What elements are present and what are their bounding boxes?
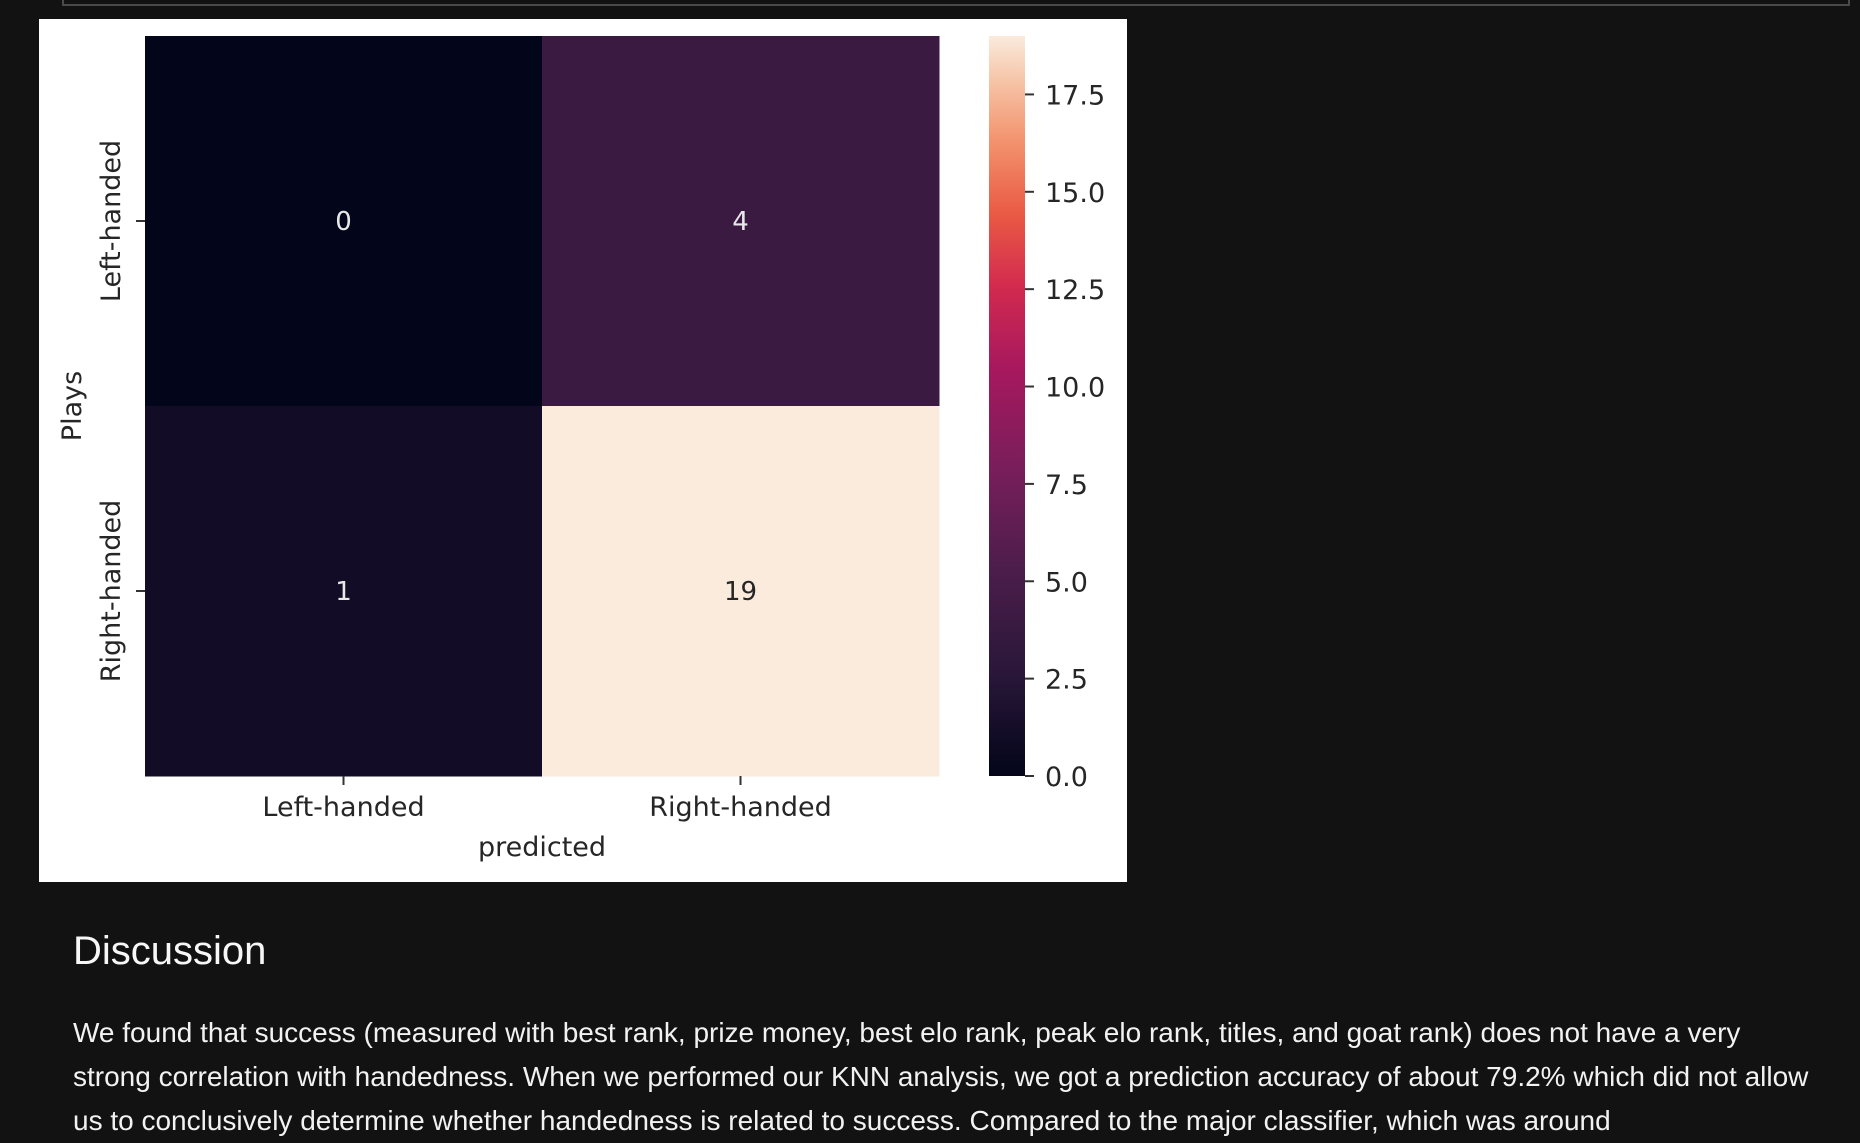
x-tick-label: Right-handed (649, 792, 832, 823)
heatmap-cell (542, 36, 940, 407)
colorbar (989, 36, 1025, 776)
y-axis-title: Plays (57, 371, 88, 441)
colorbar-tick-label: 17.5 (1045, 80, 1105, 111)
y-tick-label: Right-handed (96, 500, 127, 683)
confusion-matrix-heatmap: 0 4 1 19 Left-handed Right-handed Left-handed… (57, 36, 1105, 863)
y-tick-label: Left-handed (96, 140, 127, 302)
x-tick-label: Left-handed (262, 792, 424, 823)
colorbar-tick-label: 12.5 (1045, 275, 1105, 306)
cell-value-label: 4 (732, 207, 749, 237)
colorbar-tick-label: 10.0 (1045, 373, 1105, 404)
colorbar-tick-label: 7.5 (1045, 470, 1088, 501)
colorbar-tick-label: 2.5 (1045, 665, 1088, 696)
colorbar-tick-label: 15.0 (1045, 178, 1105, 209)
previous-output-frame (62, 0, 1850, 6)
cell-value-label: 0 (335, 207, 352, 237)
heatmap-cell (145, 406, 543, 777)
confusion-matrix-figure: 0 4 1 19 Left-handed Right-handed Left-handed… (39, 19, 1127, 882)
cell-value-label: 1 (335, 577, 352, 607)
cell-value-label: 19 (724, 577, 757, 607)
discussion-paragraph: We found that success (measured with bes… (73, 1017, 1809, 1136)
heatmap-cell (145, 36, 543, 407)
colorbar-tick-label: 5.0 (1045, 567, 1088, 598)
x-axis-title: predicted (478, 832, 606, 863)
discussion-heading: Discussion (73, 929, 267, 973)
discussion-section: Discussion We found that success (measur… (73, 925, 1823, 1143)
colorbar-tick-label: 0.0 (1045, 762, 1088, 793)
heatmap-cell (542, 406, 940, 777)
